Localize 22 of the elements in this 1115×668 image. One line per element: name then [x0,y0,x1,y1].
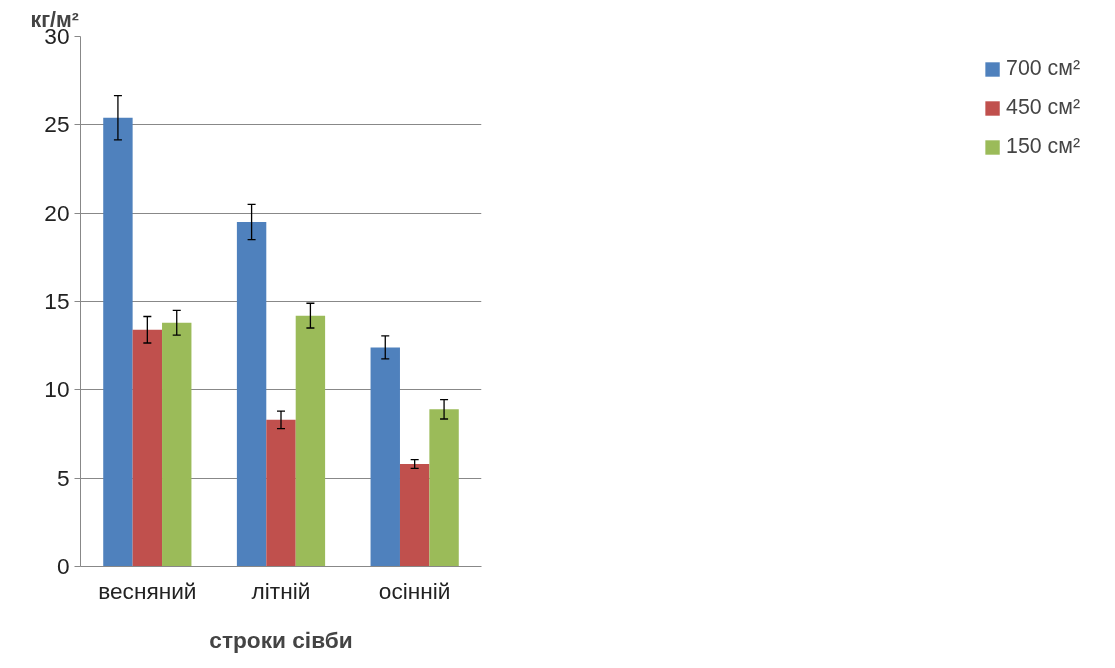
x-axis-title: строки сівби [209,626,353,653]
bar [103,117,133,567]
bar [236,222,267,567]
y-tick-label: 25 [44,111,70,138]
bar [370,347,400,567]
y-tick-label: 10 [44,376,70,403]
bar [266,419,296,567]
legend-label: 150 см² [1006,134,1080,159]
y-tick-label: 20 [44,199,70,226]
bar [399,464,430,567]
y-tick-label: 15 [44,288,70,314]
x-tick-label: весняний [98,577,197,604]
legend-label: 700 см² [1006,56,1080,81]
x-tick-label: літній [251,577,311,604]
bar [162,322,192,567]
bar [295,315,326,567]
y-tick-label: 5 [56,464,70,491]
bar [132,329,163,567]
x-tick-label: осінній [378,577,451,604]
y-tick-label: 0 [56,553,70,579]
legend-label: 450 см² [1006,95,1080,120]
bar [429,409,459,567]
